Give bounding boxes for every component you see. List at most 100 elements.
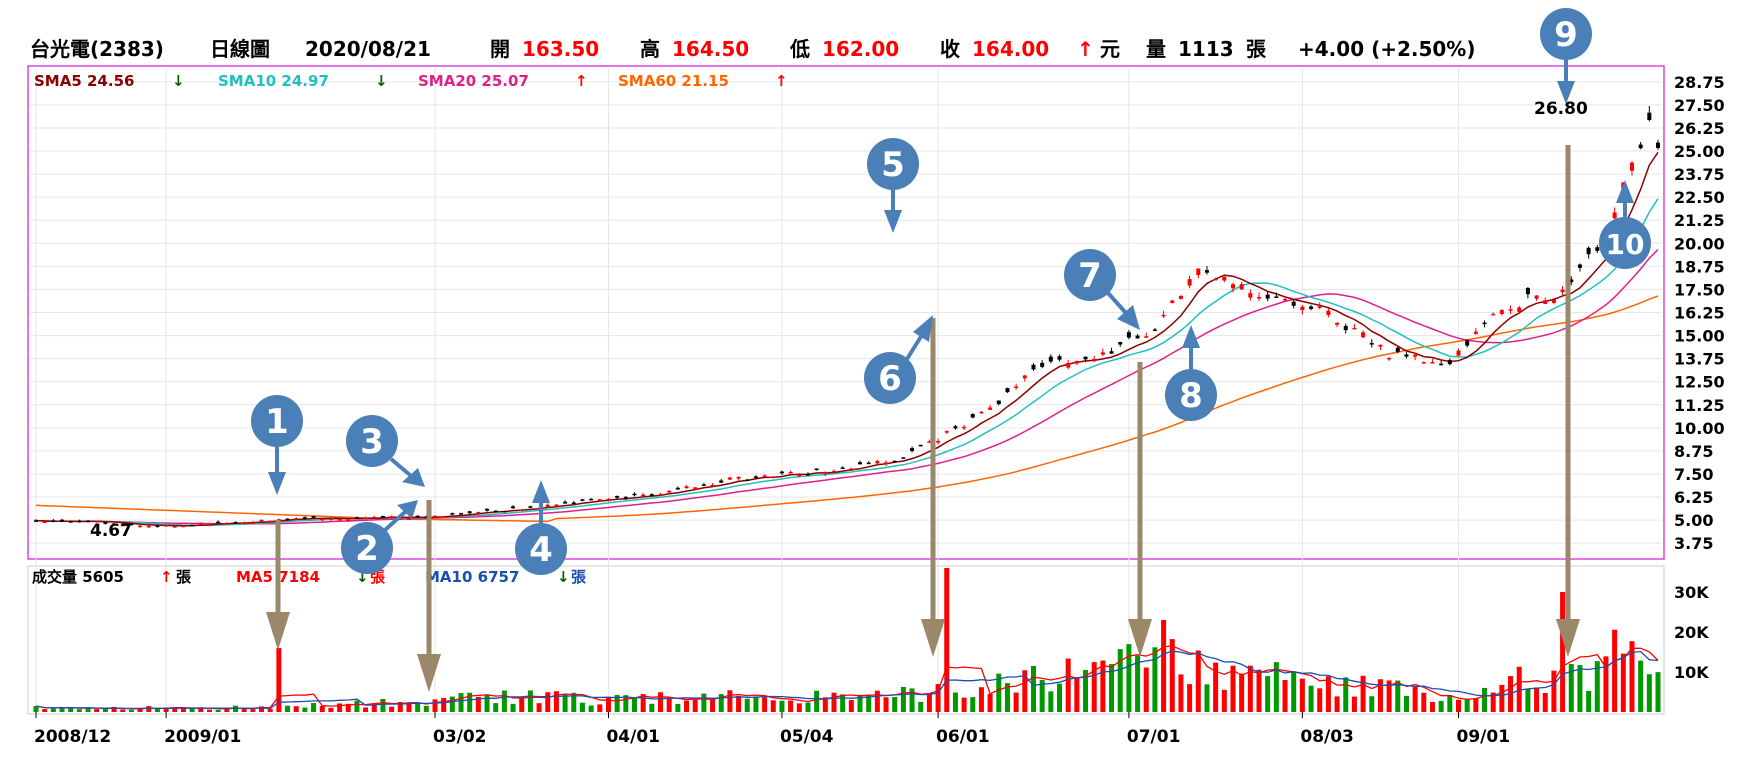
volume-bar	[1178, 674, 1184, 712]
volume-bar	[605, 696, 611, 712]
volume-bar	[623, 695, 629, 712]
candle-body	[519, 509, 524, 511]
candle-body	[1543, 300, 1548, 304]
price-tick-label: 8.75	[1674, 442, 1713, 461]
candle-body	[1421, 362, 1426, 364]
candle-body	[1100, 352, 1105, 355]
price-tick-label: 5.00	[1674, 511, 1713, 530]
marker-7-label: 7	[1078, 256, 1102, 296]
volume-bar	[562, 693, 568, 712]
candle-body	[606, 498, 611, 501]
candle-body	[840, 467, 845, 469]
volume-bar	[874, 690, 880, 712]
volume-bar	[1065, 658, 1071, 712]
candle-body	[120, 524, 125, 527]
candle-body	[1257, 296, 1262, 299]
candle-body	[1196, 268, 1201, 276]
candle-body	[86, 520, 91, 523]
sma60-arrow: ↑	[775, 72, 788, 90]
volume-bar	[1473, 698, 1479, 712]
marker-3: 3	[346, 415, 425, 487]
candle-body	[1638, 144, 1643, 149]
volume-bar	[1048, 691, 1054, 712]
price-tick-label: 28.75	[1674, 73, 1725, 92]
price-tick-label: 25.00	[1674, 142, 1725, 161]
candle-body	[1022, 375, 1027, 379]
volume-bar	[987, 693, 993, 712]
candle-body	[970, 414, 975, 418]
candle-body	[502, 510, 507, 513]
candle-body	[927, 441, 932, 443]
candle-body	[1577, 264, 1582, 268]
volume-bar	[727, 690, 733, 712]
volume-bar	[224, 708, 230, 712]
price-tick-label: 16.25	[1674, 304, 1725, 323]
volume-legend: 成交量 5605 ↑ 張 MA5 7184 ↓ 張 MA10 6757 ↓ 張	[32, 568, 587, 586]
volume-bar	[189, 708, 195, 712]
volume-bars	[33, 568, 1661, 712]
candle-body	[953, 426, 958, 429]
candles	[34, 106, 1660, 528]
price-tick-label: 26.25	[1674, 119, 1725, 138]
candle-body	[415, 515, 420, 518]
candle-body	[580, 499, 585, 501]
volume-bar	[822, 697, 828, 712]
volume-bar	[1377, 679, 1383, 712]
candle-body	[1387, 357, 1392, 360]
volume-bar	[1057, 683, 1063, 712]
marker-5: 5	[867, 138, 919, 233]
low-value: 162.00	[822, 37, 899, 61]
volume-bar	[42, 709, 48, 712]
moving-average-lines	[35, 151, 1659, 527]
candle-body	[1265, 294, 1270, 299]
volume-bar	[389, 706, 395, 712]
volume-bar	[996, 673, 1002, 712]
volume-bar	[1030, 665, 1036, 712]
brown-arrow-3	[921, 318, 945, 657]
volume-bar	[198, 707, 204, 712]
candle-body	[589, 498, 594, 501]
volume-bar	[1464, 698, 1470, 712]
price-axis: 28.75 27.50 26.25 25.00 23.75 22.50 21.25 20.00…	[1674, 73, 1725, 553]
candle-body	[51, 520, 56, 522]
volume-bar	[1482, 687, 1488, 712]
price-legend: SMA5 24.56 ↓ SMA10 24.97 ↓ SMA20 25.07 ↑…	[34, 72, 788, 90]
candle-body	[1274, 296, 1279, 298]
sma10-line	[35, 198, 1659, 526]
volume-bar	[458, 693, 464, 712]
volume-bar	[1369, 696, 1375, 712]
date-tick-label: 2008/12	[34, 727, 111, 747]
candle-body	[476, 512, 481, 514]
candle-body	[918, 444, 923, 447]
volume-bar	[154, 708, 160, 712]
date-tick-label: 03/02	[433, 727, 487, 747]
candle-body	[406, 518, 411, 520]
volume-bar	[163, 707, 169, 712]
candle-body	[68, 521, 73, 523]
open-label: 開	[490, 37, 510, 61]
candle-body	[268, 520, 273, 523]
candle-body	[1491, 313, 1496, 316]
volume-bar	[883, 697, 889, 712]
candle-body	[641, 494, 646, 497]
volume-bar	[259, 706, 265, 712]
candle-body	[545, 504, 550, 507]
volume-bar	[1456, 699, 1462, 712]
volume-bar	[33, 706, 39, 712]
price-tick-label: 7.50	[1674, 465, 1713, 484]
volume-ma10-arrow: ↓	[557, 568, 570, 586]
volume-bar	[172, 707, 178, 712]
volume-bar	[467, 692, 473, 712]
candle-body	[1499, 310, 1504, 314]
price-panel-frame	[27, 65, 1665, 560]
period-low-label: 4.67	[90, 521, 132, 541]
volume-bar	[527, 690, 533, 712]
candle-body	[866, 462, 871, 465]
candle-body	[814, 468, 819, 471]
volume-title-arrow: ↑	[160, 568, 173, 586]
volume-bar	[85, 707, 91, 712]
volume-bar	[553, 691, 559, 712]
sma20-legend: SMA20 25.07	[418, 72, 529, 90]
quote-header: 台光電(2383) 日線圖 2020/08/21 開 163.50 高 164.…	[30, 37, 1476, 61]
volume-bar	[406, 703, 412, 712]
